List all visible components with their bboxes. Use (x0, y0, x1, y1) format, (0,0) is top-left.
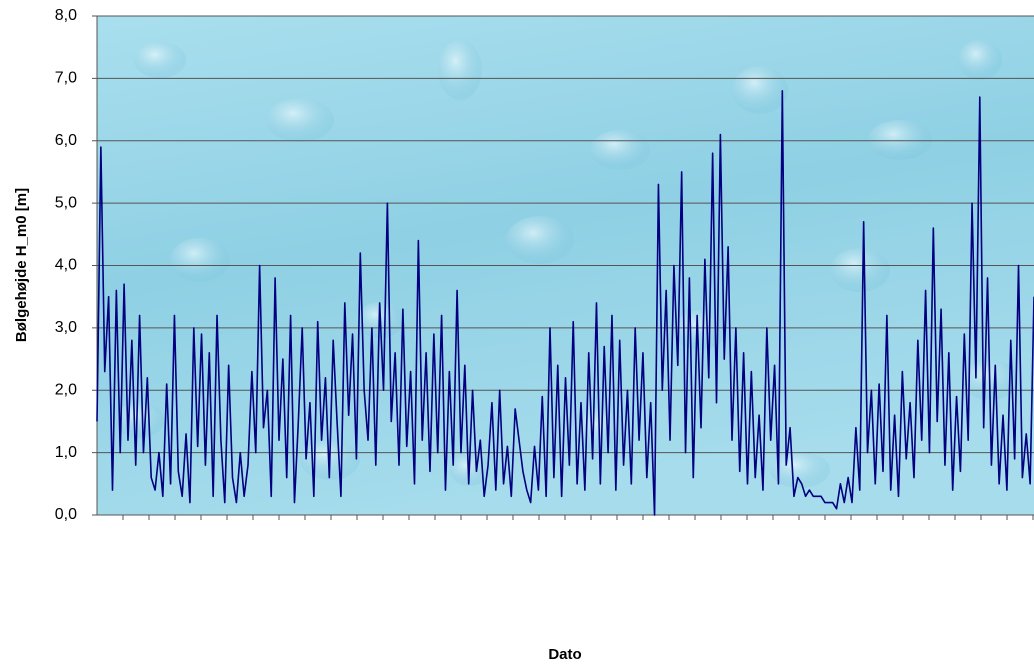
x-axis-title: Dato (548, 646, 581, 663)
y-tick-label: 6,0 (55, 132, 77, 149)
y-tick-label: 7,0 (55, 70, 77, 87)
y-tick-label: 1,0 (55, 444, 77, 461)
y-axis-title: Bølgehøjde H_m0 [m] (13, 188, 30, 342)
y-tick-label: 8,0 (55, 7, 77, 24)
y-tick-label: 2,0 (55, 381, 77, 398)
y-tick-label: 3,0 (55, 319, 77, 336)
y-tick-label: 5,0 (55, 194, 77, 211)
data-line (96, 90, 1034, 516)
y-tick-label: 4,0 (55, 257, 77, 274)
y-tick-label: 0,0 (55, 506, 77, 523)
